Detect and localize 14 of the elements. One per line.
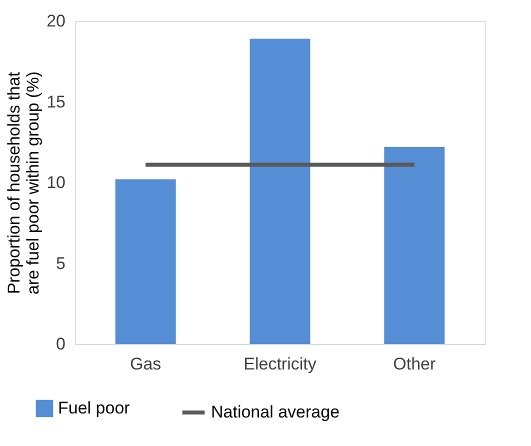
- y-tick-label: 15: [46, 92, 66, 112]
- x-tick-label: Gas: [130, 354, 162, 374]
- bar: [250, 38, 310, 344]
- y-axis-title: Proportion of households that are fuel poor within group (%): [4, 71, 43, 295]
- y-tick-label: 0: [56, 334, 66, 354]
- legend-label: National average: [211, 402, 340, 422]
- legend-label: Fuel poor: [58, 398, 130, 418]
- y-tick-label: 10: [46, 173, 66, 192]
- bar: [115, 179, 176, 344]
- x-tick-label: Other: [393, 354, 436, 374]
- y-tick-label: 20: [46, 12, 66, 30]
- x-tick-label: Electricity: [244, 354, 317, 374]
- y-tick-label: 5: [56, 254, 66, 273]
- bar: [384, 146, 445, 344]
